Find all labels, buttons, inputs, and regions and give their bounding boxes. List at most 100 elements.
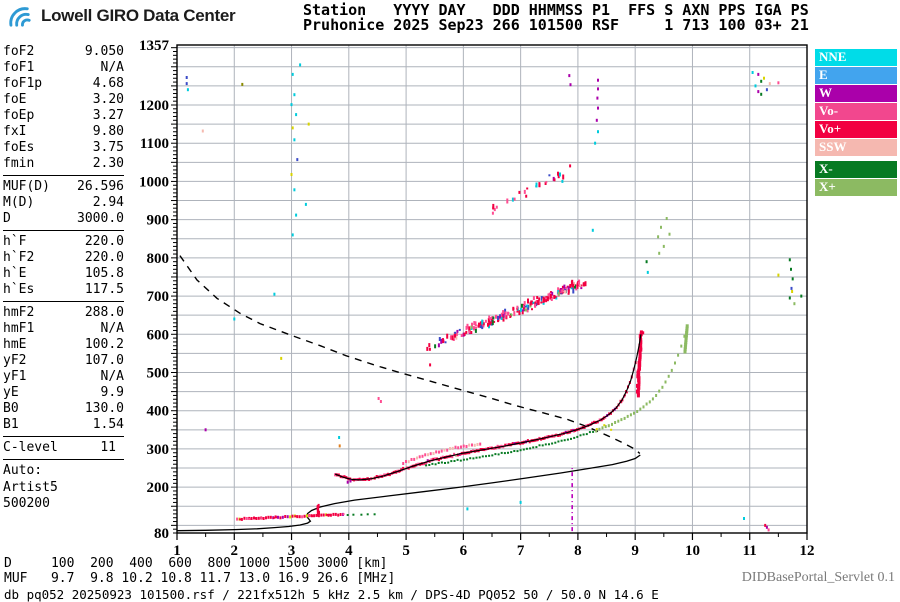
echo-dot [295,113,298,117]
echo-dot [248,518,251,520]
echo-dot [402,466,405,470]
echo-dot [432,452,435,455]
echo-dot [472,457,475,460]
echo-dot [446,333,449,339]
param-label: yE [3,385,19,400]
echo-dot [658,251,661,255]
param-row: B0 130.0 [3,401,124,417]
x-axis-label: 2 [231,543,239,559]
param-row: fxI 9.80 [3,124,124,140]
echo-dot [442,338,444,344]
echo-dot [639,330,643,335]
echo-dot [500,316,503,320]
echo-dot [584,281,587,287]
echo-dot [532,301,535,304]
echo-dot [241,82,244,86]
echo-dot [328,513,331,516]
y-axis-label: 500 [147,365,170,381]
echo-dot [567,289,570,294]
param-label: C-level [3,440,58,455]
echo-dot [576,282,579,287]
echo-dot [457,446,460,450]
echo-dot [473,321,476,326]
echo-dot [531,308,533,311]
echo-dot [645,402,648,406]
echo-dot [513,197,516,201]
echo-dot [366,513,369,516]
echo-dot [604,425,607,429]
echo-dot [658,389,661,393]
echo-dot [538,297,541,301]
echo-dot [524,308,527,312]
echo-dot [777,273,780,277]
y-axis-label: 1000 [139,174,169,190]
echo-dot [674,361,676,365]
echo-dot [471,443,473,447]
echo-dot [564,430,567,434]
echo-dot [683,334,686,338]
echo-dot [510,451,513,454]
echo-dot [542,437,545,440]
panel-divider [3,230,124,231]
echo-dot [504,308,507,313]
echo-dot [298,515,301,519]
y-axis-label: 600 [147,327,170,343]
echo-dot [757,72,760,76]
echo-dot [428,464,431,466]
echo-dot [598,427,601,431]
echo-dot [272,516,275,519]
echo-dot [487,318,490,322]
echo-dot [596,96,599,100]
echo-dot [460,334,463,337]
echo-dot [490,321,493,324]
echo-dot [496,444,499,448]
legend-item-ssw: SSW [815,139,897,156]
echo-dot [791,290,794,293]
param-row: MUF(D) 26.596 [3,179,124,195]
echo-dot [526,187,529,190]
plot-border [176,44,808,534]
echo-dot [339,513,342,516]
echo-dot [571,279,574,285]
echo-dot [579,284,582,287]
param-row: hmF1 N/A [3,321,124,337]
param-row: foF1p 4.68 [3,76,124,92]
echo-dot [488,454,491,457]
echo-dot [777,81,780,85]
echo-dot [250,517,253,520]
echo-dot [567,430,570,433]
y-axis-label: 900 [147,213,170,229]
echo-dot [570,287,573,290]
echo-dot [664,380,667,384]
echo-dot [429,452,432,456]
legend-item-vo: Vo+ [815,121,897,138]
echo-dot [325,513,328,516]
echo-dot [572,430,575,433]
echo-dot [525,194,528,198]
y-axis-label: 1357 [139,38,170,54]
echo-dot [567,292,570,295]
echo-dot [469,457,472,460]
echo-dot [260,517,263,520]
echo-dot [549,294,552,298]
echo-dot [545,181,548,184]
echo-dot [662,244,665,248]
param-label: foEs [3,140,35,155]
echo-dot [567,286,570,291]
polarization-legend: NNE E W Vo- Vo+ SSW X- X+ [815,49,897,197]
echo-dot [338,436,341,439]
echo-dot [661,385,664,389]
echo-dot [416,456,418,460]
echo-dot [657,235,660,239]
echo-dot [757,90,760,94]
param-label: h`F [3,234,27,249]
echo-dot [536,296,539,299]
echo-dot [648,400,651,404]
echo-dot [595,428,598,431]
echo-dot [329,513,332,517]
x-axis-label: 5 [402,543,410,559]
y-axis-label: 80 [154,526,169,542]
echo-dot [257,516,260,520]
param-label: foF1p [3,76,43,91]
echo-dot [636,410,639,413]
